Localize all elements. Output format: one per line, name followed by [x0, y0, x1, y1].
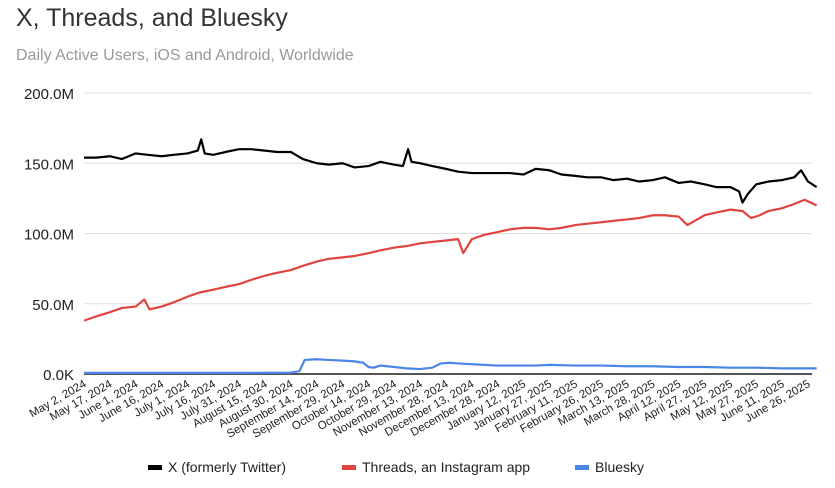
series-line-bluesky	[84, 358, 817, 374]
chart-subtitle: Daily Active Users, iOS and Android, Wor…	[16, 47, 354, 64]
chart-title: X, Threads, and Bluesky	[16, 4, 288, 32]
y-tick-label: 100.0M	[24, 227, 74, 244]
legend-swatch	[575, 465, 589, 470]
y-tick-label: 0.0K	[43, 367, 74, 384]
legend-swatch	[342, 465, 356, 470]
y-tick-label: 200.0M	[24, 86, 74, 103]
series-line-threads	[83, 198, 818, 322]
legend-label: X (formerly Twitter)	[168, 459, 286, 475]
legend-swatch	[148, 465, 162, 470]
legend-label: Bluesky	[595, 459, 644, 475]
y-tick-label: 150.0M	[24, 156, 74, 173]
legend-label: Threads, an Instagram app	[362, 459, 530, 475]
y-tick-label: 50.0M	[32, 297, 74, 314]
series-line-x	[84, 138, 818, 204]
